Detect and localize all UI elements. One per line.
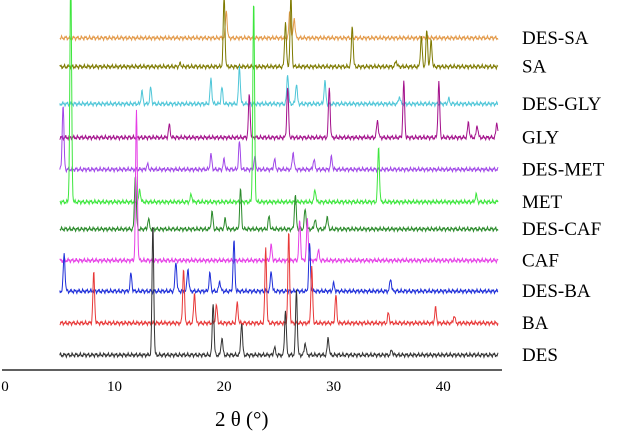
series-line-des-caf xyxy=(59,176,499,234)
x-tick-label: 10 xyxy=(107,379,122,395)
series-label-met: MET xyxy=(522,192,563,213)
series-line-gly xyxy=(59,80,499,142)
series-line-met xyxy=(59,0,499,206)
x-tick-label: 30 xyxy=(326,379,341,395)
series-label-sa: SA xyxy=(522,57,547,78)
series-label-des-met: DES-MET xyxy=(522,159,605,180)
series-line-sa xyxy=(59,0,499,71)
x-tick-label: 0 xyxy=(1,379,9,395)
x-tick-label: 40 xyxy=(436,379,451,395)
series-line-des-gly xyxy=(59,65,499,108)
series-label-des-ba: DES-BA xyxy=(522,281,591,302)
series-label-des-gly: DES-GLY xyxy=(522,94,602,115)
series-label-des: DES xyxy=(522,345,558,366)
series-label-caf: CAF xyxy=(522,250,559,271)
series-label-des-caf: DES-CAF xyxy=(522,219,601,240)
series-labels: DES-SA SA DES-GLY GLY DES-MET MET DES-CAF CAF DE… xyxy=(522,28,605,366)
series-label-gly: GLY xyxy=(522,128,559,149)
series-line-ba xyxy=(59,233,499,327)
series-line-des-sa xyxy=(59,10,499,42)
x-tick-label: 20 xyxy=(217,379,232,395)
series-label-ba: BA xyxy=(522,313,549,334)
x-axis-ticks: 0 10 20 30 40 xyxy=(1,379,450,395)
series-label-des-sa: DES-SA xyxy=(522,28,589,49)
series-line-des xyxy=(59,227,499,359)
series-line-des-met xyxy=(59,106,499,174)
x-axis-title: 2 θ (°) xyxy=(215,407,268,431)
series-traces xyxy=(59,0,499,359)
series-line-des-ba xyxy=(59,240,499,296)
series-line-caf xyxy=(59,109,499,265)
